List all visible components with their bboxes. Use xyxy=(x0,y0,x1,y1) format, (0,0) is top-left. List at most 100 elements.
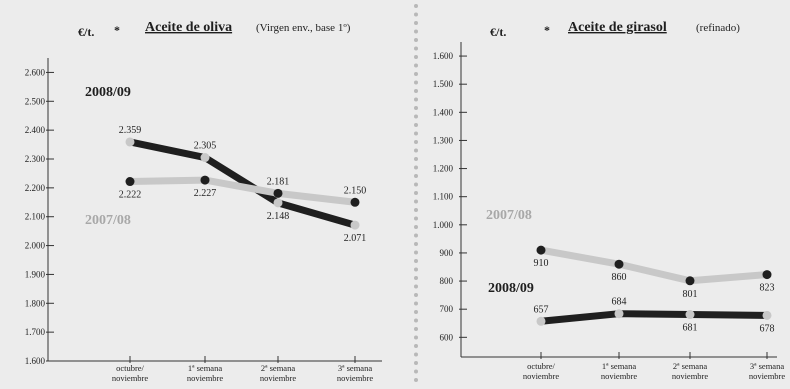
sunflower-point-2007-08 xyxy=(614,259,624,269)
olive-data-label: 2.150 xyxy=(344,185,367,196)
olive-y-tick-label: 1.900 xyxy=(25,269,46,279)
sunflower-chart-subtitle: (refinado) xyxy=(696,22,740,34)
sunflower-data-labels: 910 860 801 823 657 684 681 678 xyxy=(534,258,775,334)
olive-x-tick-label: octubre/ xyxy=(116,363,144,373)
sunflower-point-2007-08 xyxy=(536,245,546,255)
divider-dot xyxy=(414,191,418,195)
sunflower-series-line-2008-09 xyxy=(537,310,771,325)
olive-data-label: 2.071 xyxy=(344,233,367,244)
olive-series-line-2007-08 xyxy=(126,176,359,206)
divider-dot xyxy=(414,46,418,51)
sunflower-point-2008-09 xyxy=(614,309,624,319)
sunflower-oil-chart: €/t. * Aceite de girasol (refinado) 600 7… xyxy=(433,20,786,381)
sunflower-x-tick-label: octubre/ xyxy=(527,361,555,371)
sunflower-y-tick-label: 800 xyxy=(440,276,454,286)
divider-dot xyxy=(414,131,418,136)
olive-y-tick-label: 2.000 xyxy=(25,241,46,251)
sunflower-data-label: 801 xyxy=(683,289,698,300)
divider-dot xyxy=(414,123,418,127)
sunflower-data-label: 684 xyxy=(612,297,627,308)
olive-point-2008-09 xyxy=(125,137,135,147)
divider-dot xyxy=(414,216,418,221)
olive-point-2007-08 xyxy=(125,177,135,187)
olive-point-2007-08 xyxy=(273,188,283,198)
divider-dot xyxy=(414,4,418,8)
sunflower-y-tick-label: 1.600 xyxy=(433,51,454,61)
sunflower-point-2008-09 xyxy=(685,310,695,320)
divider-dot xyxy=(414,361,418,365)
divider-dot xyxy=(414,208,418,212)
olive-legend-2007-08: 2007/08 xyxy=(85,213,131,228)
olive-y-tick-label: 2.600 xyxy=(25,67,46,77)
sunflower-y-tick-label: 900 xyxy=(440,248,454,258)
divider-dot xyxy=(414,310,418,314)
divider-dot xyxy=(414,199,418,204)
sunflower-unit-label: €/t. xyxy=(490,25,506,39)
sunflower-chart-title: Aceite de girasol xyxy=(568,20,667,35)
divider-dot xyxy=(414,327,418,331)
olive-x-tick-label: 2ª semana xyxy=(261,363,295,373)
sunflower-series-line-2007-08 xyxy=(537,246,771,285)
sunflower-legend-2008-09: 2008/09 xyxy=(488,281,534,296)
divider-dot xyxy=(414,250,418,255)
olive-data-label: 2.305 xyxy=(194,141,217,152)
sunflower-legend-2007-08: 2007/08 xyxy=(486,208,532,223)
olive-x-tick-label: noviembre xyxy=(187,373,224,383)
sunflower-x-tick-label: noviembre xyxy=(523,371,560,381)
divider-dot xyxy=(414,165,418,170)
sunflower-y-tick-label: 700 xyxy=(440,304,454,314)
sunflower-data-label: 910 xyxy=(534,258,549,269)
olive-y-tick-label: 1.600 xyxy=(25,356,46,366)
divider-dot xyxy=(414,242,418,246)
olive-oil-chart: €/t. * Aceite de oliva (Virgen env., bas… xyxy=(25,20,382,383)
divider-dot xyxy=(414,38,418,42)
sunflower-y-tick-label: 1.100 xyxy=(433,192,454,202)
olive-y-tick-label: 1.700 xyxy=(25,327,46,337)
sunflower-x-tick-label: 3ª semana xyxy=(750,361,784,371)
olive-y-ticks: 1.600 1.700 1.800 1.900 2.000 2.100 2.200 2.300… xyxy=(25,67,54,366)
olive-y-tick-label: 2.100 xyxy=(25,212,46,222)
divider-dot xyxy=(414,378,418,382)
sunflower-x-tick-label: noviembre xyxy=(672,371,709,381)
divider-dot xyxy=(414,276,418,280)
sunflower-y-tick-label: 1.400 xyxy=(433,107,454,117)
divider-dot xyxy=(414,106,418,110)
divider-dot xyxy=(414,352,418,357)
sunflower-point-2007-08 xyxy=(685,276,695,286)
divider-dot xyxy=(414,89,418,93)
olive-x-tick-label: noviembre xyxy=(337,373,374,383)
olive-x-tick-label: noviembre xyxy=(260,373,297,383)
olive-unit-label: €/t. xyxy=(78,25,94,39)
sunflower-point-2008-09 xyxy=(762,310,772,320)
divider-dot xyxy=(414,284,418,289)
olive-y-tick-label: 1.800 xyxy=(25,298,46,308)
olive-data-labels: 2.359 2.305 2.148 2.071 2.222 2.227 2.181 2.150 xyxy=(119,125,367,244)
olive-x-tick-label: 1ª semana xyxy=(188,363,222,373)
olive-data-label: 2.181 xyxy=(267,176,290,187)
sunflower-y-tick-label: 1.000 xyxy=(433,220,454,230)
divider-dot xyxy=(414,233,418,238)
divider-dot xyxy=(414,369,418,374)
sunflower-point-2008-09 xyxy=(536,316,546,326)
sunflower-data-label: 860 xyxy=(612,272,627,283)
divider-dot xyxy=(414,80,418,85)
sunflower-x-tick-label: noviembre xyxy=(749,371,786,381)
olive-y-tick-label: 2.500 xyxy=(25,96,46,106)
sunflower-data-label: 681 xyxy=(683,323,698,334)
olive-x-tick-label: noviembre xyxy=(112,373,149,383)
olive-chart-title: Aceite de oliva xyxy=(145,20,232,35)
olive-data-label: 2.148 xyxy=(267,211,290,222)
divider-dot xyxy=(414,335,418,340)
olive-series-line-2008-09 xyxy=(126,138,359,229)
olive-data-label: 2.359 xyxy=(119,125,142,136)
divider-dot xyxy=(414,293,418,297)
olive-series xyxy=(125,137,360,230)
panel-divider xyxy=(414,4,418,382)
divider-dot xyxy=(414,225,418,229)
divider-dot xyxy=(414,267,418,272)
sunflower-unit-mark: * xyxy=(544,23,550,37)
